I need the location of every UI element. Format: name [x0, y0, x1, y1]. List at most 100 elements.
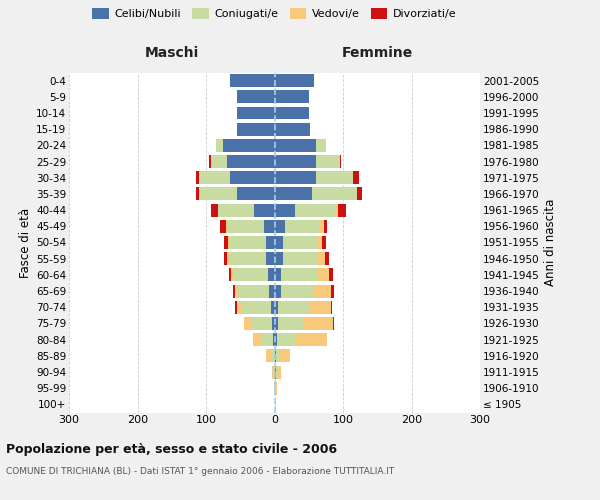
Bar	[281, 268, 317, 281]
Bar	[353, 172, 359, 184]
Bar	[235, 284, 238, 298]
Bar	[276, 350, 279, 362]
Y-axis label: Fasce di età: Fasce di età	[19, 208, 32, 278]
Bar	[232, 268, 233, 281]
Bar	[312, 188, 357, 200]
Bar	[296, 333, 326, 346]
Bar	[275, 333, 277, 346]
Bar	[317, 252, 325, 265]
Bar	[224, 252, 227, 265]
Bar	[324, 220, 327, 233]
Bar	[261, 333, 273, 346]
Text: Femmine: Femmine	[342, 46, 413, 60]
Bar	[356, 188, 362, 200]
Bar	[226, 220, 227, 233]
Bar	[272, 317, 275, 330]
Bar	[278, 317, 304, 330]
Y-axis label: Anni di nascita: Anni di nascita	[544, 199, 557, 286]
Bar	[276, 366, 277, 378]
Bar	[275, 90, 309, 104]
Bar	[209, 155, 211, 168]
Bar	[271, 301, 275, 314]
Bar	[196, 188, 199, 200]
Text: COMUNE DI TRICHIANA (BL) - Dati ISTAT 1° gennaio 2006 - Elaborazione TUTTITALIA.: COMUNE DI TRICHIANA (BL) - Dati ISTAT 1°…	[6, 468, 394, 476]
Bar	[275, 204, 295, 216]
Bar	[333, 317, 334, 330]
Bar	[230, 172, 275, 184]
Bar	[237, 106, 275, 120]
Bar	[275, 106, 309, 120]
Bar	[320, 220, 324, 233]
Bar	[273, 366, 275, 378]
Bar	[309, 301, 331, 314]
Bar	[275, 188, 312, 200]
Bar	[331, 284, 334, 298]
Bar	[275, 284, 281, 298]
Bar	[237, 122, 275, 136]
Bar	[227, 220, 264, 233]
Bar	[211, 155, 227, 168]
Bar	[244, 317, 252, 330]
Bar	[329, 268, 333, 281]
Bar	[277, 366, 281, 378]
Bar	[228, 236, 229, 249]
Bar	[275, 366, 276, 378]
Bar	[230, 74, 275, 87]
Bar	[275, 382, 277, 394]
Bar	[336, 204, 338, 216]
Text: Maschi: Maschi	[145, 46, 199, 60]
Bar	[233, 284, 235, 298]
Bar	[279, 350, 290, 362]
Bar	[220, 220, 226, 233]
Bar	[275, 155, 316, 168]
Bar	[269, 284, 275, 298]
Bar	[275, 350, 276, 362]
Bar	[218, 204, 254, 216]
Bar	[271, 350, 275, 362]
Bar	[275, 252, 283, 265]
Bar	[229, 236, 266, 249]
Bar	[199, 172, 230, 184]
Bar	[283, 252, 317, 265]
Bar	[340, 155, 341, 168]
Bar	[237, 188, 275, 200]
Bar	[275, 268, 281, 281]
Bar	[317, 236, 322, 249]
Bar	[264, 220, 275, 233]
Bar	[275, 122, 310, 136]
Bar	[216, 139, 223, 152]
Bar	[275, 139, 316, 152]
Bar	[273, 333, 275, 346]
Bar	[272, 366, 273, 378]
Bar	[266, 350, 271, 362]
Bar	[229, 252, 266, 265]
Bar	[275, 172, 316, 184]
Bar	[316, 155, 340, 168]
Bar	[322, 236, 326, 249]
Bar	[227, 155, 275, 168]
Text: Popolazione per età, sesso e stato civile - 2006: Popolazione per età, sesso e stato civil…	[6, 442, 337, 456]
Bar	[235, 301, 237, 314]
Bar	[227, 252, 229, 265]
Bar	[331, 301, 332, 314]
Bar	[338, 204, 346, 216]
Bar	[199, 188, 237, 200]
Bar	[275, 301, 278, 314]
Bar	[314, 284, 331, 298]
Bar	[233, 268, 268, 281]
Bar	[277, 333, 296, 346]
Bar	[229, 268, 232, 281]
Bar	[238, 284, 269, 298]
Bar	[304, 317, 333, 330]
Bar	[278, 301, 309, 314]
Bar	[281, 284, 314, 298]
Bar	[285, 220, 320, 233]
Legend: Celibi/Nubili, Coniugati/e, Vedovi/e, Divorziati/e: Celibi/Nubili, Coniugati/e, Vedovi/e, Di…	[88, 4, 461, 24]
Bar	[275, 317, 278, 330]
Bar	[266, 252, 275, 265]
Bar	[275, 398, 276, 411]
Bar	[237, 90, 275, 104]
Bar	[223, 139, 275, 152]
Bar	[316, 139, 326, 152]
Bar	[275, 220, 285, 233]
